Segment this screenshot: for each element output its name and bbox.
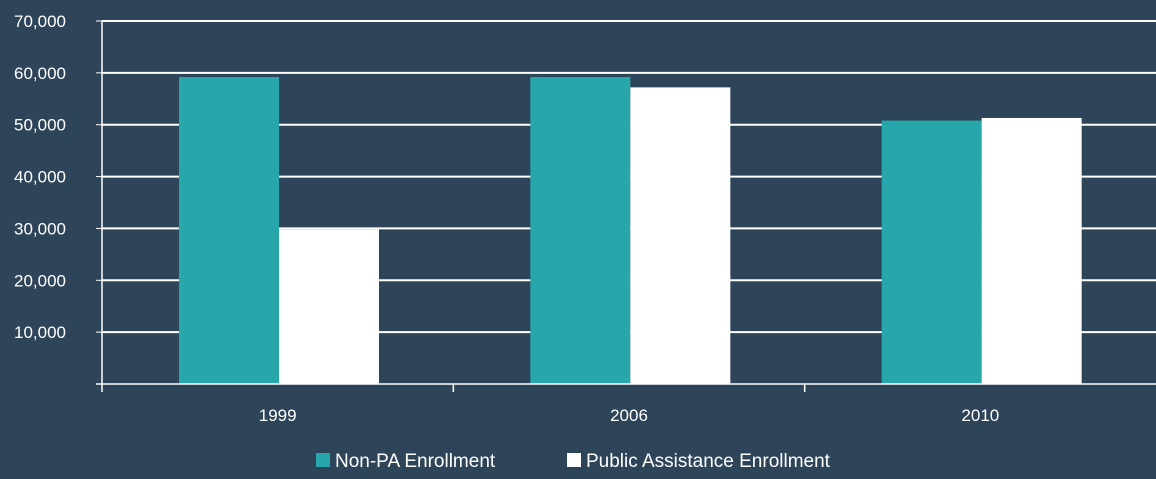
bar-public-assistance-1999 (279, 229, 379, 384)
legend-swatch-non-pa (316, 453, 330, 467)
legend: Non-PA Enrollment Public Assistance Enrol… (316, 451, 831, 472)
bars (179, 77, 1082, 385)
y-tick-labels: 10,000 20,000 30,000 40,000 50,000 60,000 70,0… (14, 12, 66, 342)
x-tick-labels: 1999 2006 2010 (259, 406, 999, 425)
y-tick-label: 70,000 (14, 12, 66, 31)
axes (96, 20, 1156, 392)
x-tick-label-2006: 2006 (610, 406, 648, 425)
x-tick-label-1999: 1999 (259, 406, 297, 425)
y-tick-label: 10,000 (14, 323, 66, 342)
y-tick-label: 40,000 (14, 168, 66, 187)
bar-public-assistance-2006 (630, 87, 731, 385)
x-tick-label-2010: 2010 (961, 406, 999, 425)
legend-label-non-pa: Non-PA Enrollment (335, 451, 496, 472)
bar-non-pa-2010 (881, 120, 982, 385)
bar-non-pa-2006 (530, 77, 631, 385)
y-tick-label: 60,000 (14, 64, 66, 83)
bar-public-assistance-2010 (981, 117, 1082, 385)
legend-label-public-assistance: Public Assistance Enrollment (586, 451, 831, 472)
y-tick-label: 30,000 (14, 219, 66, 238)
bar-non-pa-1999 (179, 77, 279, 385)
y-tick-label: 20,000 (14, 271, 66, 290)
y-tick-label: 50,000 (14, 116, 66, 135)
legend-swatch-public-assistance (567, 453, 581, 467)
